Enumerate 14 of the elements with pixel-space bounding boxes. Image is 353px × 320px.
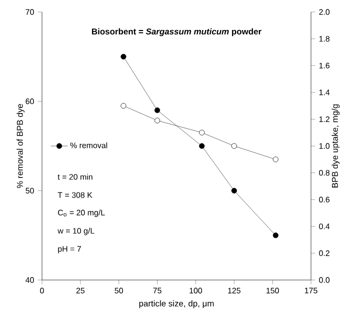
point [272,232,278,238]
point [199,143,205,149]
y-axis-title: % removal of BPB dye [16,104,25,188]
x-axis-title: particle size, dp, μm [139,300,214,308]
point [120,54,126,60]
point [231,188,237,194]
point [120,103,126,109]
point [154,107,160,114]
point [231,143,237,149]
point [199,130,205,136]
point [154,118,160,124]
text: Biosorbent = Sargassum muticum powder [92,28,262,36]
y2-axis-title: BPB dye uptake, mg/g [332,104,340,188]
point [272,156,278,162]
